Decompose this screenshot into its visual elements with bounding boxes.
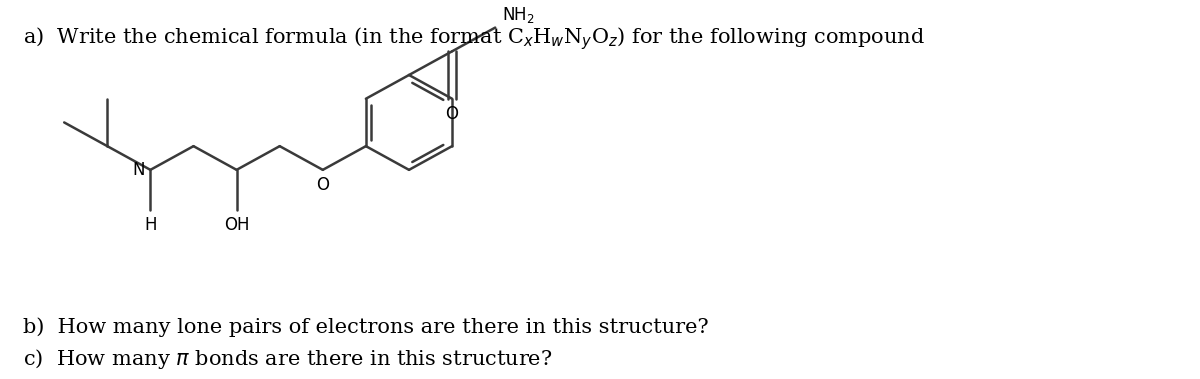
Text: c)  How many $\pi$ bonds are there in this structure?: c) How many $\pi$ bonds are there in thi…	[23, 347, 552, 371]
Text: N: N	[132, 161, 144, 179]
Text: H: H	[144, 216, 157, 234]
Text: OH: OH	[224, 216, 250, 234]
Text: O: O	[445, 105, 458, 123]
Text: O: O	[317, 175, 329, 194]
Text: a)  Write the chemical formula (in the format C$_x$H$_w$N$_y$O$_z$) for the foll: a) Write the chemical formula (in the fo…	[23, 25, 925, 52]
Text: NH$_2$: NH$_2$	[502, 5, 535, 25]
Text: b)  How many lone pairs of electrons are there in this structure?: b) How many lone pairs of electrons are …	[23, 317, 708, 337]
